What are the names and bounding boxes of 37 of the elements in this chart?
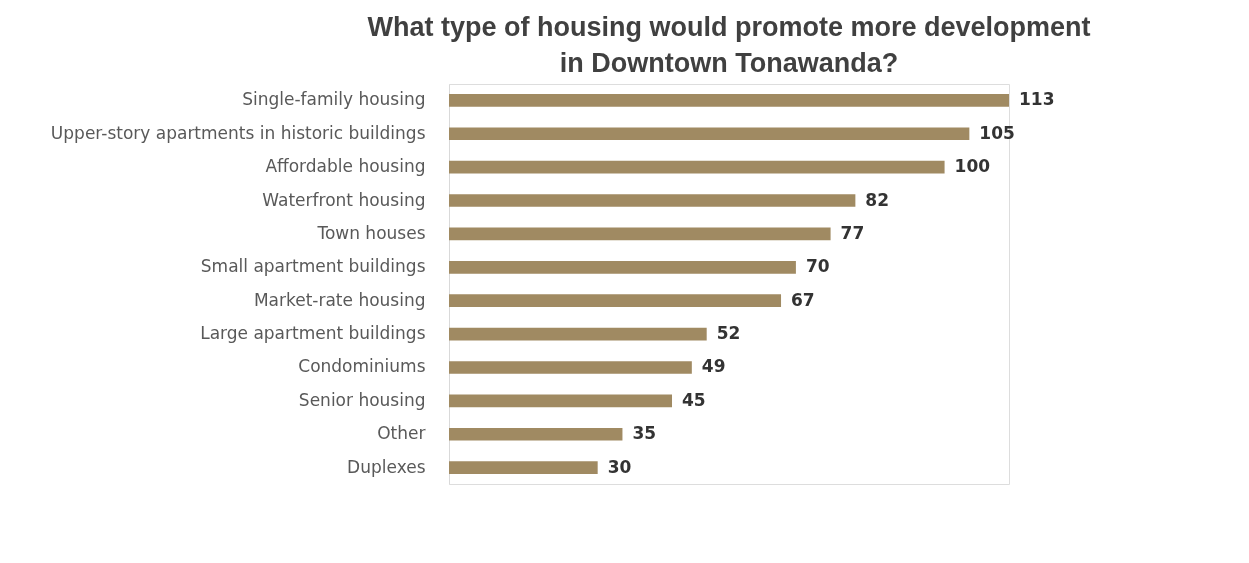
bar (449, 461, 598, 474)
data-label: 100 (954, 156, 991, 177)
data-label: 49 (701, 356, 726, 377)
bar (449, 127, 970, 141)
y-tick-label: Other (377, 423, 426, 444)
bar (449, 194, 856, 207)
y-tick-label: Market-rate housing (253, 289, 426, 310)
data-label: 105 (979, 122, 1015, 143)
y-tick-label: Small apartment buildings (200, 256, 426, 277)
data-label: 67 (791, 289, 815, 310)
y-tick-label: Affordable housing (265, 156, 426, 177)
data-label: 70 (805, 256, 830, 277)
y-tick-label: Senior housing (298, 389, 426, 410)
y-tick-label: Waterfront housing (262, 189, 426, 210)
data-label: 113 (1019, 89, 1055, 110)
data-label: 45 (682, 389, 706, 410)
data-label: 77 (840, 222, 865, 243)
data-label: 82 (865, 189, 890, 210)
data-label: 52 (716, 323, 741, 344)
bar (449, 427, 623, 441)
data-label: 30 (607, 456, 632, 477)
bar (449, 327, 707, 341)
y-tick-label: Town houses (316, 222, 426, 243)
y-tick-label: Duplexes (347, 456, 426, 477)
bar (449, 160, 945, 174)
data-label: 35 (632, 423, 657, 444)
bar (449, 227, 831, 241)
y-tick-label: Upper-story apartments in historic buildings (50, 122, 426, 143)
y-tick-label: Single-family housing (242, 89, 426, 110)
chart-title: What type of housing would promote more development in Downtown Tonawanda? (367, 12, 1091, 78)
y-tick-label: Condominiums (298, 356, 426, 377)
bar (449, 94, 1009, 107)
bar (449, 260, 796, 274)
bar (449, 361, 692, 374)
bar (449, 394, 673, 408)
bar (449, 294, 782, 308)
y-tick-label: Large apartment buildings (200, 323, 426, 344)
